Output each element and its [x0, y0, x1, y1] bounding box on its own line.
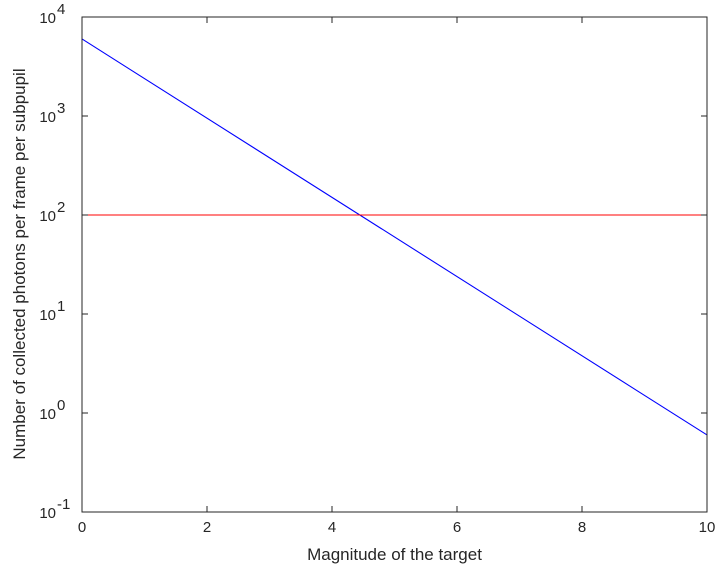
y-tick-label-2: 10 — [39, 307, 56, 324]
axes-box — [81, 16, 708, 513]
y-axis-label: Number of collected photons per frame pe… — [10, 68, 29, 459]
x-tick-label-0: 0 — [78, 519, 86, 536]
x-tick-label-2: 4 — [328, 519, 336, 536]
x-axis-label: Magnitude of the target — [307, 545, 482, 564]
y-tick-exponent-1: 0 — [57, 397, 65, 414]
y-tick-label-1: 10 — [39, 406, 56, 423]
y-tick-exponent-5: 4 — [57, 1, 65, 18]
plot-background — [82, 17, 707, 512]
series-layer — [81, 38, 708, 436]
y-tick-exponent-2: 1 — [57, 298, 65, 315]
x-tick-label-3: 6 — [453, 519, 461, 536]
y-tick-label-5: 10 — [39, 10, 56, 27]
y-tick-label-3: 10 — [39, 208, 56, 225]
x-tick-label-4: 8 — [578, 519, 586, 536]
y-tick-exponent-3: 2 — [57, 199, 65, 216]
x-tick-label-5: 10 — [699, 519, 716, 536]
y-tick-exponent-0: -1 — [57, 496, 70, 513]
y-tick-exponent-4: 3 — [57, 100, 65, 117]
x-tick-label-1: 2 — [203, 519, 211, 536]
y-tick-label-0: 10 — [39, 505, 56, 522]
series-line-0 — [81, 38, 708, 436]
y-tick-label-4: 10 — [39, 109, 56, 126]
